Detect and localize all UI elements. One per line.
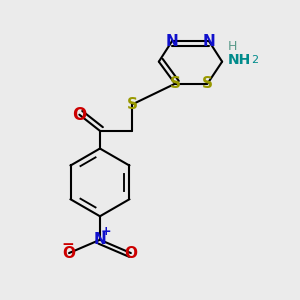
Text: N: N <box>166 34 178 49</box>
Text: S: S <box>202 76 213 91</box>
Text: N: N <box>202 34 215 49</box>
Text: +: + <box>100 225 111 238</box>
Text: 2: 2 <box>251 55 258 64</box>
Text: NH: NH <box>228 53 251 67</box>
Text: N: N <box>94 232 106 247</box>
Text: O: O <box>62 246 76 261</box>
Text: H: H <box>228 40 237 53</box>
Text: S: S <box>169 76 181 91</box>
Text: O: O <box>72 106 86 124</box>
Text: −: − <box>61 237 74 252</box>
Text: S: S <box>127 97 138 112</box>
Text: O: O <box>124 246 137 261</box>
